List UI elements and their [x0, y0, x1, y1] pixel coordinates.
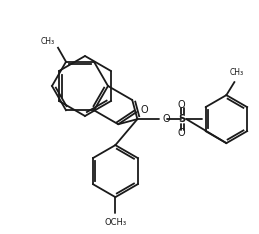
Text: O: O: [140, 105, 148, 115]
Text: CH₃: CH₃: [41, 37, 55, 46]
Text: O: O: [178, 100, 185, 110]
Text: OCH₃: OCH₃: [104, 218, 126, 227]
Text: O: O: [178, 128, 185, 138]
Text: O: O: [162, 114, 170, 124]
Text: S: S: [178, 114, 185, 124]
Text: CH₃: CH₃: [229, 68, 243, 77]
